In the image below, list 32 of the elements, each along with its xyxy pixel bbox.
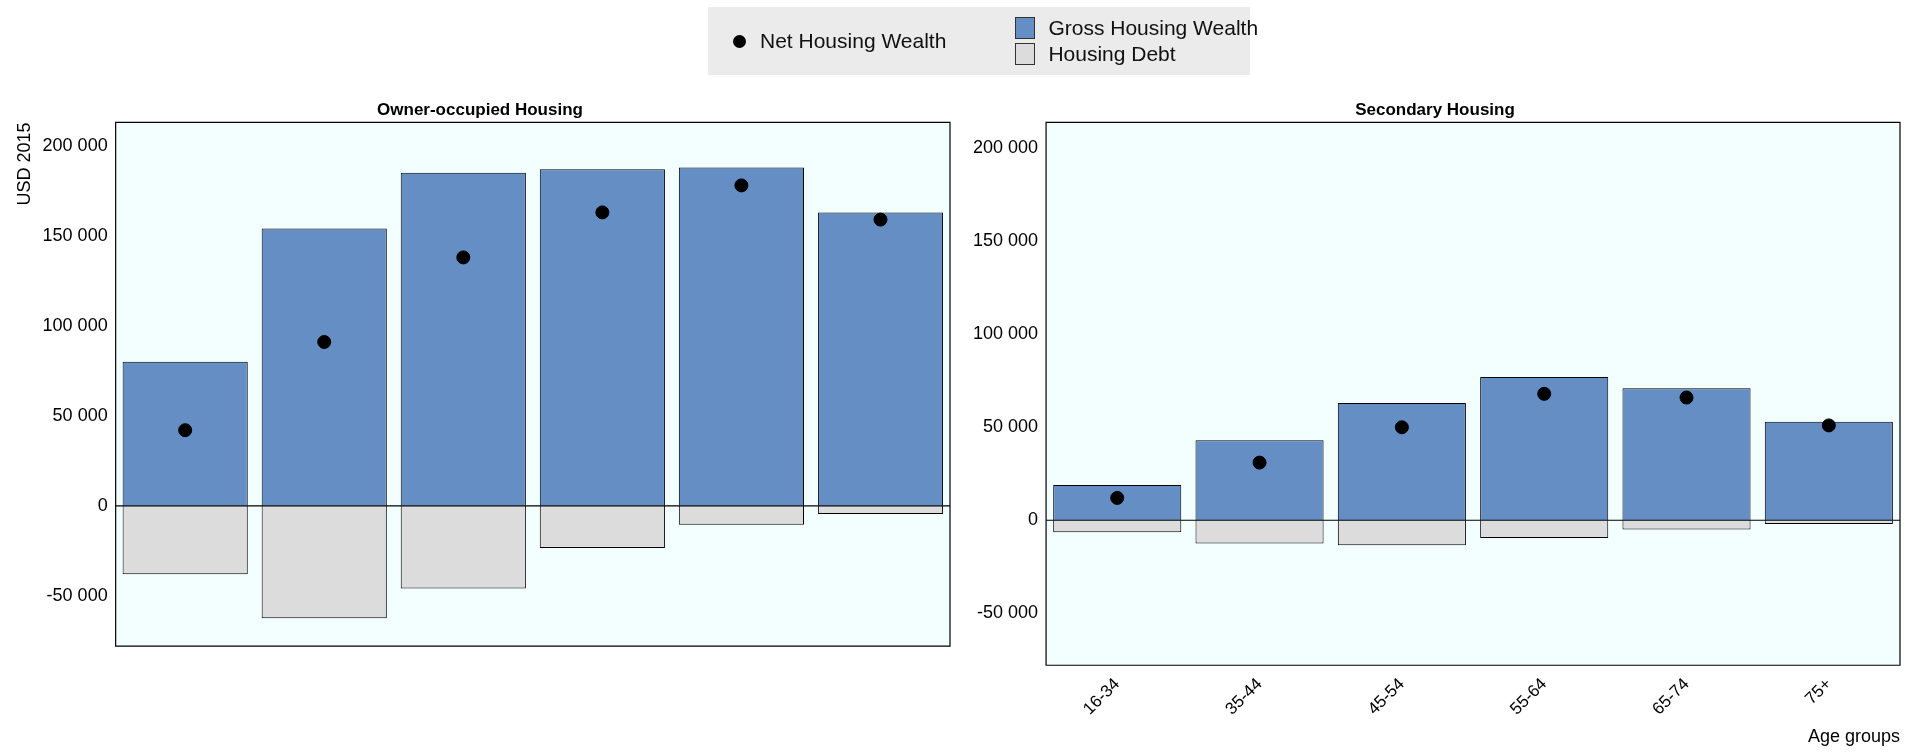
point <box>456 250 471 265</box>
y-tick-label: 0 <box>1028 509 1039 530</box>
x-axis-title: Age groups <box>1807 726 1900 747</box>
point <box>734 178 749 193</box>
y-tick-label: 200 000 <box>42 134 108 155</box>
point <box>1110 490 1125 505</box>
chart-title: Owner-occupied Housing <box>377 99 583 119</box>
y-tick-label: 100 000 <box>42 314 108 335</box>
y-tick-label: -50 000 <box>977 602 1039 623</box>
point <box>178 423 193 438</box>
point <box>317 335 332 349</box>
y-tick-label: 50 000 <box>983 416 1039 437</box>
y-tick-label: 0 <box>97 494 108 515</box>
point <box>873 212 888 227</box>
y-tick-label: 150 000 <box>972 230 1039 251</box>
legend-label: Housing Debt <box>1048 42 1176 66</box>
y-tick-label: 50 000 <box>52 404 108 425</box>
chart-title: Secondary Housing <box>1355 99 1515 119</box>
point <box>1537 386 1552 401</box>
legend-label: Net Housing Wealth <box>760 29 947 53</box>
point <box>1679 390 1694 405</box>
point <box>595 205 610 220</box>
y-tick-label: -50 000 <box>46 584 108 605</box>
y-tick-label: 200 000 <box>972 137 1039 158</box>
y-tick-label: 100 000 <box>972 323 1039 344</box>
point <box>1252 455 1267 470</box>
x-tick-label: 75+ <box>1801 674 1836 708</box>
y-tick-label: 150 000 <box>42 224 108 245</box>
point <box>1821 418 1836 433</box>
point <box>1394 420 1409 435</box>
legend-label: Gross Housing Wealth <box>1048 16 1259 40</box>
y-axis-title: USD 2015 <box>13 122 34 206</box>
